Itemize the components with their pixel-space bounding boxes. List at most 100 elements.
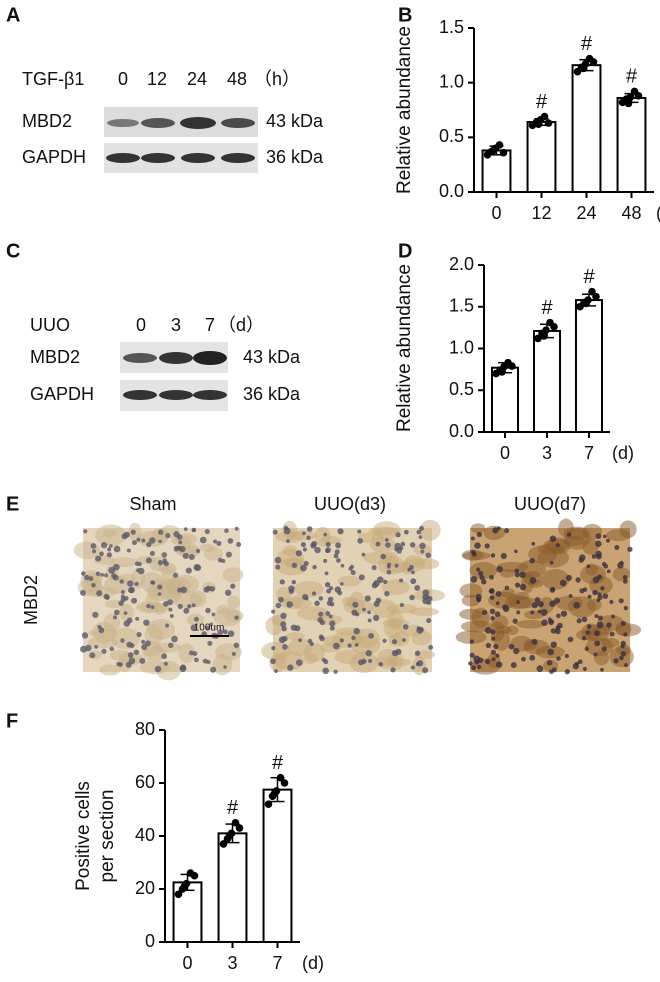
nucleus [417, 660, 424, 667]
nucleus [557, 622, 563, 629]
nucleus [491, 657, 496, 662]
nucleus [347, 643, 352, 648]
nucleus [193, 616, 199, 622]
nucleus [171, 635, 178, 643]
nucleus [475, 593, 482, 600]
nucleus [426, 618, 432, 624]
nucleus [587, 594, 592, 599]
nucleus [416, 529, 422, 535]
nucleus [158, 539, 162, 544]
data-point [231, 818, 240, 827]
tissue [294, 581, 324, 598]
nucleus [575, 577, 581, 583]
x-tick-label: 48 [621, 203, 641, 223]
nucleus [383, 579, 388, 585]
nucleus [476, 664, 482, 670]
nucleus [549, 560, 554, 565]
nucleus [329, 586, 334, 591]
nucleus [485, 642, 492, 649]
nucleus [136, 537, 141, 542]
nucleus [323, 558, 328, 563]
nucleus [378, 662, 384, 667]
tissue [459, 583, 483, 598]
nucleus [209, 622, 214, 627]
nucleus [275, 602, 282, 609]
tissue [212, 653, 233, 676]
nucleus [131, 597, 138, 604]
nucleus [318, 611, 324, 617]
data-point [180, 882, 189, 891]
nucleus [368, 632, 374, 639]
nucleus [581, 616, 588, 623]
data-point [499, 148, 508, 157]
nucleus [419, 525, 424, 531]
nucleus [627, 546, 633, 552]
tissue [189, 590, 207, 608]
data-point [235, 824, 244, 832]
nucleus [336, 558, 341, 563]
tissue [558, 518, 574, 538]
nucleus [372, 614, 380, 622]
ihc-column-label: UUO(d3) [314, 494, 386, 514]
tissue [490, 621, 505, 642]
significance-mark: # [541, 297, 553, 319]
nucleus [593, 652, 598, 657]
data-point [489, 146, 498, 155]
nucleus [605, 538, 611, 543]
data-point [540, 112, 549, 121]
nucleus [213, 539, 218, 544]
nucleus [469, 652, 475, 658]
nucleus [353, 627, 360, 635]
nucleus [310, 542, 317, 549]
nucleus [329, 625, 335, 631]
nucleus [91, 583, 96, 588]
tissue [314, 526, 331, 547]
panel-label: B [398, 4, 412, 26]
nucleus [358, 574, 365, 581]
nucleus [609, 631, 615, 637]
nucleus [144, 640, 151, 647]
nucleus [385, 542, 391, 548]
nucleus [161, 552, 168, 558]
nucleus [514, 549, 518, 554]
nucleus [500, 552, 507, 560]
nucleus [609, 599, 614, 605]
nucleus [468, 661, 473, 666]
nucleus [489, 595, 495, 601]
x-tick-label: 3 [542, 443, 552, 463]
nucleus [145, 557, 152, 564]
nucleus [222, 629, 228, 635]
nucleus [100, 573, 105, 577]
nucleus [191, 603, 196, 608]
blot-size: 43 kDa [243, 347, 301, 367]
nucleus [231, 651, 236, 656]
nucleus [600, 586, 605, 591]
nucleus [157, 529, 164, 535]
tissue [156, 660, 181, 681]
nucleus [224, 589, 232, 596]
nucleus [84, 574, 90, 581]
blot-row-label: GAPDH [30, 384, 94, 404]
nucleus [536, 665, 544, 672]
nucleus [470, 549, 476, 555]
nucleus [476, 531, 482, 538]
nucleus [92, 611, 99, 618]
y-axis-label: Relative abundance [394, 26, 415, 194]
nucleus [101, 648, 107, 654]
nucleus [183, 607, 190, 614]
nucleus [126, 548, 131, 553]
y-tick-label: 1.0 [439, 71, 464, 91]
nucleus [601, 561, 607, 567]
tissue [222, 567, 244, 583]
nucleus [339, 638, 344, 643]
nucleus [407, 567, 412, 572]
tissue [455, 630, 487, 644]
nucleus [623, 632, 628, 637]
nucleus [180, 586, 188, 594]
lane-unit: （d） [218, 315, 264, 335]
nucleus [425, 552, 432, 559]
nucleus [357, 529, 362, 534]
nucleus [399, 602, 404, 608]
nucleus [394, 542, 401, 550]
